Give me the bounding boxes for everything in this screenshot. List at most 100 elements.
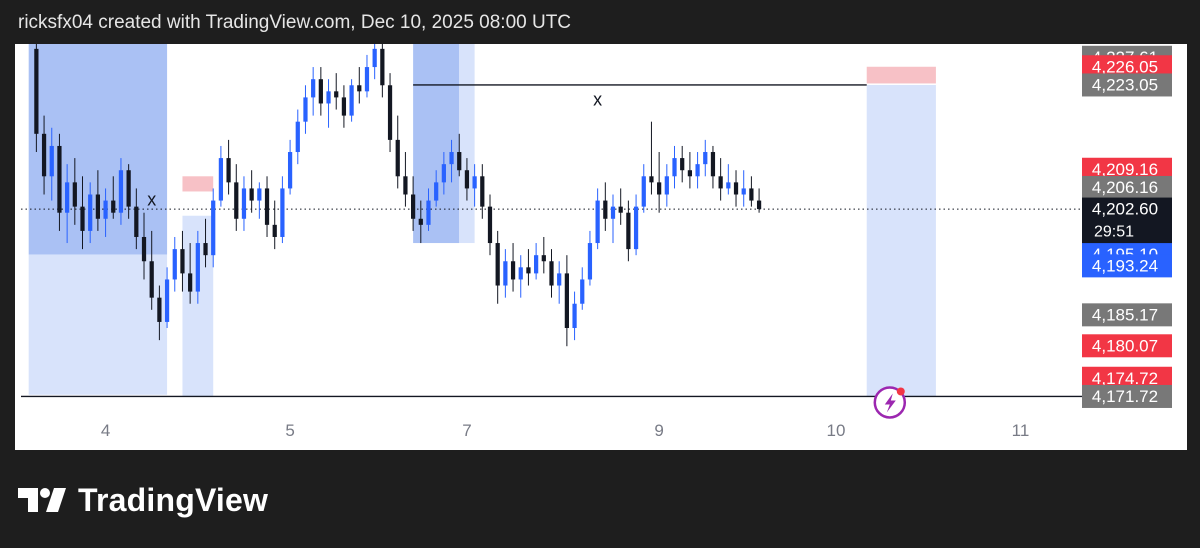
price-label-9: 4,180.07 bbox=[1082, 334, 1172, 358]
price-label-text: 4,193.24 bbox=[1092, 256, 1158, 275]
zone-target-5 bbox=[459, 44, 475, 244]
candle-body bbox=[603, 200, 608, 219]
price-label-bg bbox=[1082, 303, 1172, 327]
candle-body bbox=[426, 200, 431, 225]
candle-body bbox=[211, 200, 216, 256]
candlestick-chart[interactable]: xx457910114,227.614,226.054,223.054,209.… bbox=[15, 44, 1187, 450]
candle-body bbox=[311, 79, 316, 98]
price-label-bg bbox=[1082, 384, 1172, 408]
candle-body bbox=[410, 194, 416, 219]
candle-body bbox=[34, 48, 39, 134]
candle-body bbox=[587, 243, 593, 280]
candle-body bbox=[118, 170, 124, 213]
candle-body bbox=[541, 255, 546, 262]
price-label-8: 4,185.17 bbox=[1082, 303, 1172, 327]
candle-body bbox=[726, 182, 731, 189]
candle-body bbox=[687, 170, 693, 177]
price-label-4: 4,206.16 bbox=[1082, 175, 1172, 199]
candle-body bbox=[557, 273, 562, 286]
candle-body bbox=[241, 188, 247, 219]
candle-body bbox=[418, 218, 423, 225]
candle-body bbox=[341, 97, 347, 116]
tradingview-logo-icon bbox=[18, 487, 66, 512]
candle-body bbox=[480, 176, 485, 207]
candle-body bbox=[249, 188, 254, 201]
candle-body bbox=[180, 249, 185, 274]
candle-body bbox=[88, 194, 93, 231]
candle-body bbox=[287, 152, 293, 189]
candle-body bbox=[664, 176, 669, 195]
price-label-bg bbox=[1082, 334, 1172, 358]
price-label-5: 4,202.60 29:51 bbox=[1082, 197, 1172, 244]
price-label-bg bbox=[1082, 197, 1172, 244]
chart-area[interactable]: xx457910114,227.614,226.054,223.054,209.… bbox=[15, 44, 1187, 450]
candle-body bbox=[303, 97, 308, 122]
candle-body bbox=[72, 182, 77, 207]
candle-body bbox=[657, 182, 662, 195]
candle-body bbox=[95, 194, 100, 219]
price-label-text: 4,226.05 bbox=[1092, 57, 1158, 76]
countdown-label: 29:51 bbox=[1094, 224, 1134, 241]
candle-body bbox=[126, 170, 131, 207]
candle-body bbox=[703, 152, 708, 165]
candle-body bbox=[257, 188, 262, 201]
candle-body bbox=[510, 261, 516, 280]
candle-body bbox=[326, 91, 331, 104]
price-label-1: 4,226.05 bbox=[1082, 55, 1172, 79]
candle-body bbox=[649, 176, 654, 183]
candle-body bbox=[57, 145, 62, 213]
price-label-bg bbox=[1082, 366, 1172, 390]
candle-body bbox=[172, 249, 177, 280]
candle-body bbox=[549, 261, 554, 286]
candle-body bbox=[641, 176, 646, 207]
candle-body bbox=[372, 48, 377, 68]
x-tick-label-5: 5 bbox=[285, 421, 294, 440]
x-tick-label-4: 4 bbox=[101, 421, 110, 440]
candle-body bbox=[449, 152, 454, 165]
candle-body bbox=[164, 279, 170, 322]
candle-body bbox=[695, 164, 700, 177]
candle-body bbox=[749, 188, 754, 201]
candle-body bbox=[280, 188, 285, 237]
price-label-text: 4,209.16 bbox=[1092, 160, 1158, 179]
brand-name: TradingView bbox=[78, 482, 269, 518]
candle-body bbox=[380, 48, 385, 86]
candle-body bbox=[218, 158, 224, 201]
x-tick-label-10: 10 bbox=[827, 421, 846, 440]
candle-body bbox=[80, 206, 85, 231]
candle-body bbox=[318, 79, 323, 104]
price-label-text: 4,185.17 bbox=[1092, 305, 1158, 324]
candle-body bbox=[295, 121, 300, 153]
candle-body bbox=[595, 200, 600, 244]
candle-body bbox=[457, 152, 462, 171]
candle-body bbox=[495, 243, 500, 286]
candle-body bbox=[65, 182, 70, 213]
candle-body bbox=[49, 145, 54, 177]
candle-body bbox=[564, 273, 569, 329]
candle-body bbox=[626, 212, 631, 250]
candle-body bbox=[572, 303, 577, 329]
alert-icon bbox=[873, 386, 907, 419]
candle-body bbox=[357, 85, 362, 92]
candle-body bbox=[41, 133, 47, 177]
price-label-7: 4,193.24 bbox=[1082, 254, 1172, 278]
candle-body bbox=[756, 200, 762, 210]
candle-body bbox=[633, 206, 639, 250]
zone-target-7 bbox=[866, 84, 936, 397]
candle-body bbox=[441, 164, 446, 183]
price-label-bg bbox=[1082, 175, 1172, 199]
candle-body bbox=[718, 176, 723, 189]
price-label-2: 4,223.05 bbox=[1082, 73, 1172, 97]
candle-body bbox=[226, 158, 231, 183]
price-label-text: 4,202.60 bbox=[1092, 200, 1158, 219]
candle-body bbox=[264, 188, 270, 225]
zone-stop-6 bbox=[866, 66, 936, 84]
x-tick-label-9: 9 bbox=[654, 421, 663, 440]
candle-body bbox=[710, 152, 716, 177]
candle-body bbox=[487, 206, 493, 244]
price-label-bg bbox=[1082, 73, 1172, 97]
candle-body bbox=[111, 200, 116, 213]
candle-body bbox=[503, 261, 508, 286]
zone-target-1 bbox=[28, 254, 168, 395]
candle-body bbox=[741, 188, 746, 195]
